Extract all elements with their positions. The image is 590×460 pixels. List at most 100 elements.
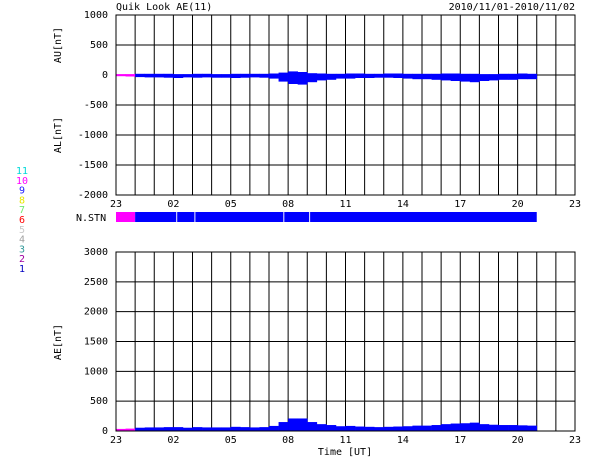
station-legend: 2 xyxy=(19,254,25,265)
station-legend: 6 xyxy=(19,215,25,226)
x-tick-label: 23 xyxy=(569,435,581,446)
data-bar xyxy=(125,74,136,75)
x-tick-label: 11 xyxy=(339,199,351,210)
data-bar xyxy=(182,75,193,78)
data-bar xyxy=(221,75,232,78)
data-bar xyxy=(249,73,260,75)
data-bar xyxy=(335,426,346,431)
data-bar xyxy=(230,75,241,78)
station-legend: 1 xyxy=(19,264,25,275)
y-tick-label: 1000 xyxy=(84,10,108,21)
y-tick-label: -1500 xyxy=(78,160,108,171)
data-bar xyxy=(182,427,193,431)
data-bar xyxy=(316,73,327,75)
station-legend: 7 xyxy=(19,205,25,216)
x-tick-label: 23 xyxy=(110,199,122,210)
data-bar xyxy=(192,75,203,78)
data-bar xyxy=(450,75,461,81)
data-bar xyxy=(125,428,136,431)
y-tick-label: 2000 xyxy=(84,307,108,318)
data-bar xyxy=(144,427,155,431)
data-bar xyxy=(431,425,442,431)
data-bar xyxy=(259,427,270,431)
data-bar xyxy=(431,73,442,75)
data-bar xyxy=(135,73,145,75)
data-bar xyxy=(135,427,145,431)
data-bar xyxy=(230,426,241,431)
station-segment xyxy=(135,212,177,222)
data-bar xyxy=(316,75,327,81)
data-bar xyxy=(441,424,451,431)
data-bar xyxy=(498,75,509,80)
data-bar xyxy=(508,425,518,431)
data-bar xyxy=(393,75,404,78)
data-bar xyxy=(192,427,203,431)
data-bar xyxy=(402,426,413,431)
data-bar xyxy=(422,425,432,431)
data-bar xyxy=(383,75,394,78)
data-bar xyxy=(288,71,298,75)
data-bar xyxy=(383,426,394,431)
data-bar xyxy=(211,75,222,78)
data-bar xyxy=(297,418,308,431)
data-bar xyxy=(240,75,251,78)
y-tick-label: 3000 xyxy=(84,247,108,258)
plot-frame xyxy=(115,251,576,432)
data-bar xyxy=(116,428,126,431)
data-bar xyxy=(441,73,451,75)
data-bar xyxy=(335,73,346,75)
data-bar xyxy=(364,75,375,78)
y-tick-label: -2000 xyxy=(78,190,108,201)
station-legend: 4 xyxy=(19,235,25,246)
data-bar xyxy=(364,426,375,431)
data-bar xyxy=(326,75,337,80)
x-axis-label: Time [UT] xyxy=(318,447,372,458)
data-bar xyxy=(469,75,480,83)
data-bar xyxy=(135,75,145,78)
data-bar xyxy=(278,72,289,75)
y-axis-label: AU[nT] xyxy=(53,27,64,63)
data-bar xyxy=(307,73,318,75)
station-legend: 3 xyxy=(19,244,25,255)
data-bar xyxy=(182,74,193,75)
data-bar xyxy=(527,75,538,80)
x-tick-label: 05 xyxy=(225,199,237,210)
data-bar xyxy=(517,425,528,431)
data-bar xyxy=(355,75,365,78)
data-bar xyxy=(460,73,471,75)
station-label: N.STN xyxy=(76,213,106,224)
data-bar xyxy=(412,425,423,431)
y-axis-label: AE[nT] xyxy=(53,324,64,360)
data-bar xyxy=(144,73,155,75)
data-bar xyxy=(269,425,279,431)
x-tick-label: 23 xyxy=(569,199,581,210)
station-legend: 9 xyxy=(19,186,25,197)
data-bar xyxy=(307,75,318,83)
data-bar xyxy=(355,73,365,75)
data-bar xyxy=(479,74,490,75)
data-bar xyxy=(393,426,404,431)
x-tick-label: 14 xyxy=(397,199,409,210)
data-bar xyxy=(307,422,318,431)
data-bar xyxy=(316,424,327,431)
x-tick-label: 17 xyxy=(454,435,466,446)
data-bar xyxy=(240,427,251,431)
x-tick-label: 17 xyxy=(454,199,466,210)
data-bar xyxy=(479,424,490,431)
y-tick-label: 0 xyxy=(102,70,108,81)
x-tick-label: 08 xyxy=(282,435,294,446)
data-bar xyxy=(441,75,451,81)
data-bar xyxy=(125,75,136,77)
data-bar xyxy=(393,73,404,75)
data-bar xyxy=(154,75,165,78)
data-bar xyxy=(173,427,184,431)
data-bar xyxy=(116,74,126,75)
station-segment xyxy=(310,212,537,222)
y-tick-label: 1500 xyxy=(84,337,108,348)
data-bar xyxy=(517,75,528,80)
data-bar xyxy=(488,75,499,81)
data-bar xyxy=(269,75,279,79)
station-legend: 11 xyxy=(16,166,28,177)
data-bar xyxy=(488,424,499,431)
